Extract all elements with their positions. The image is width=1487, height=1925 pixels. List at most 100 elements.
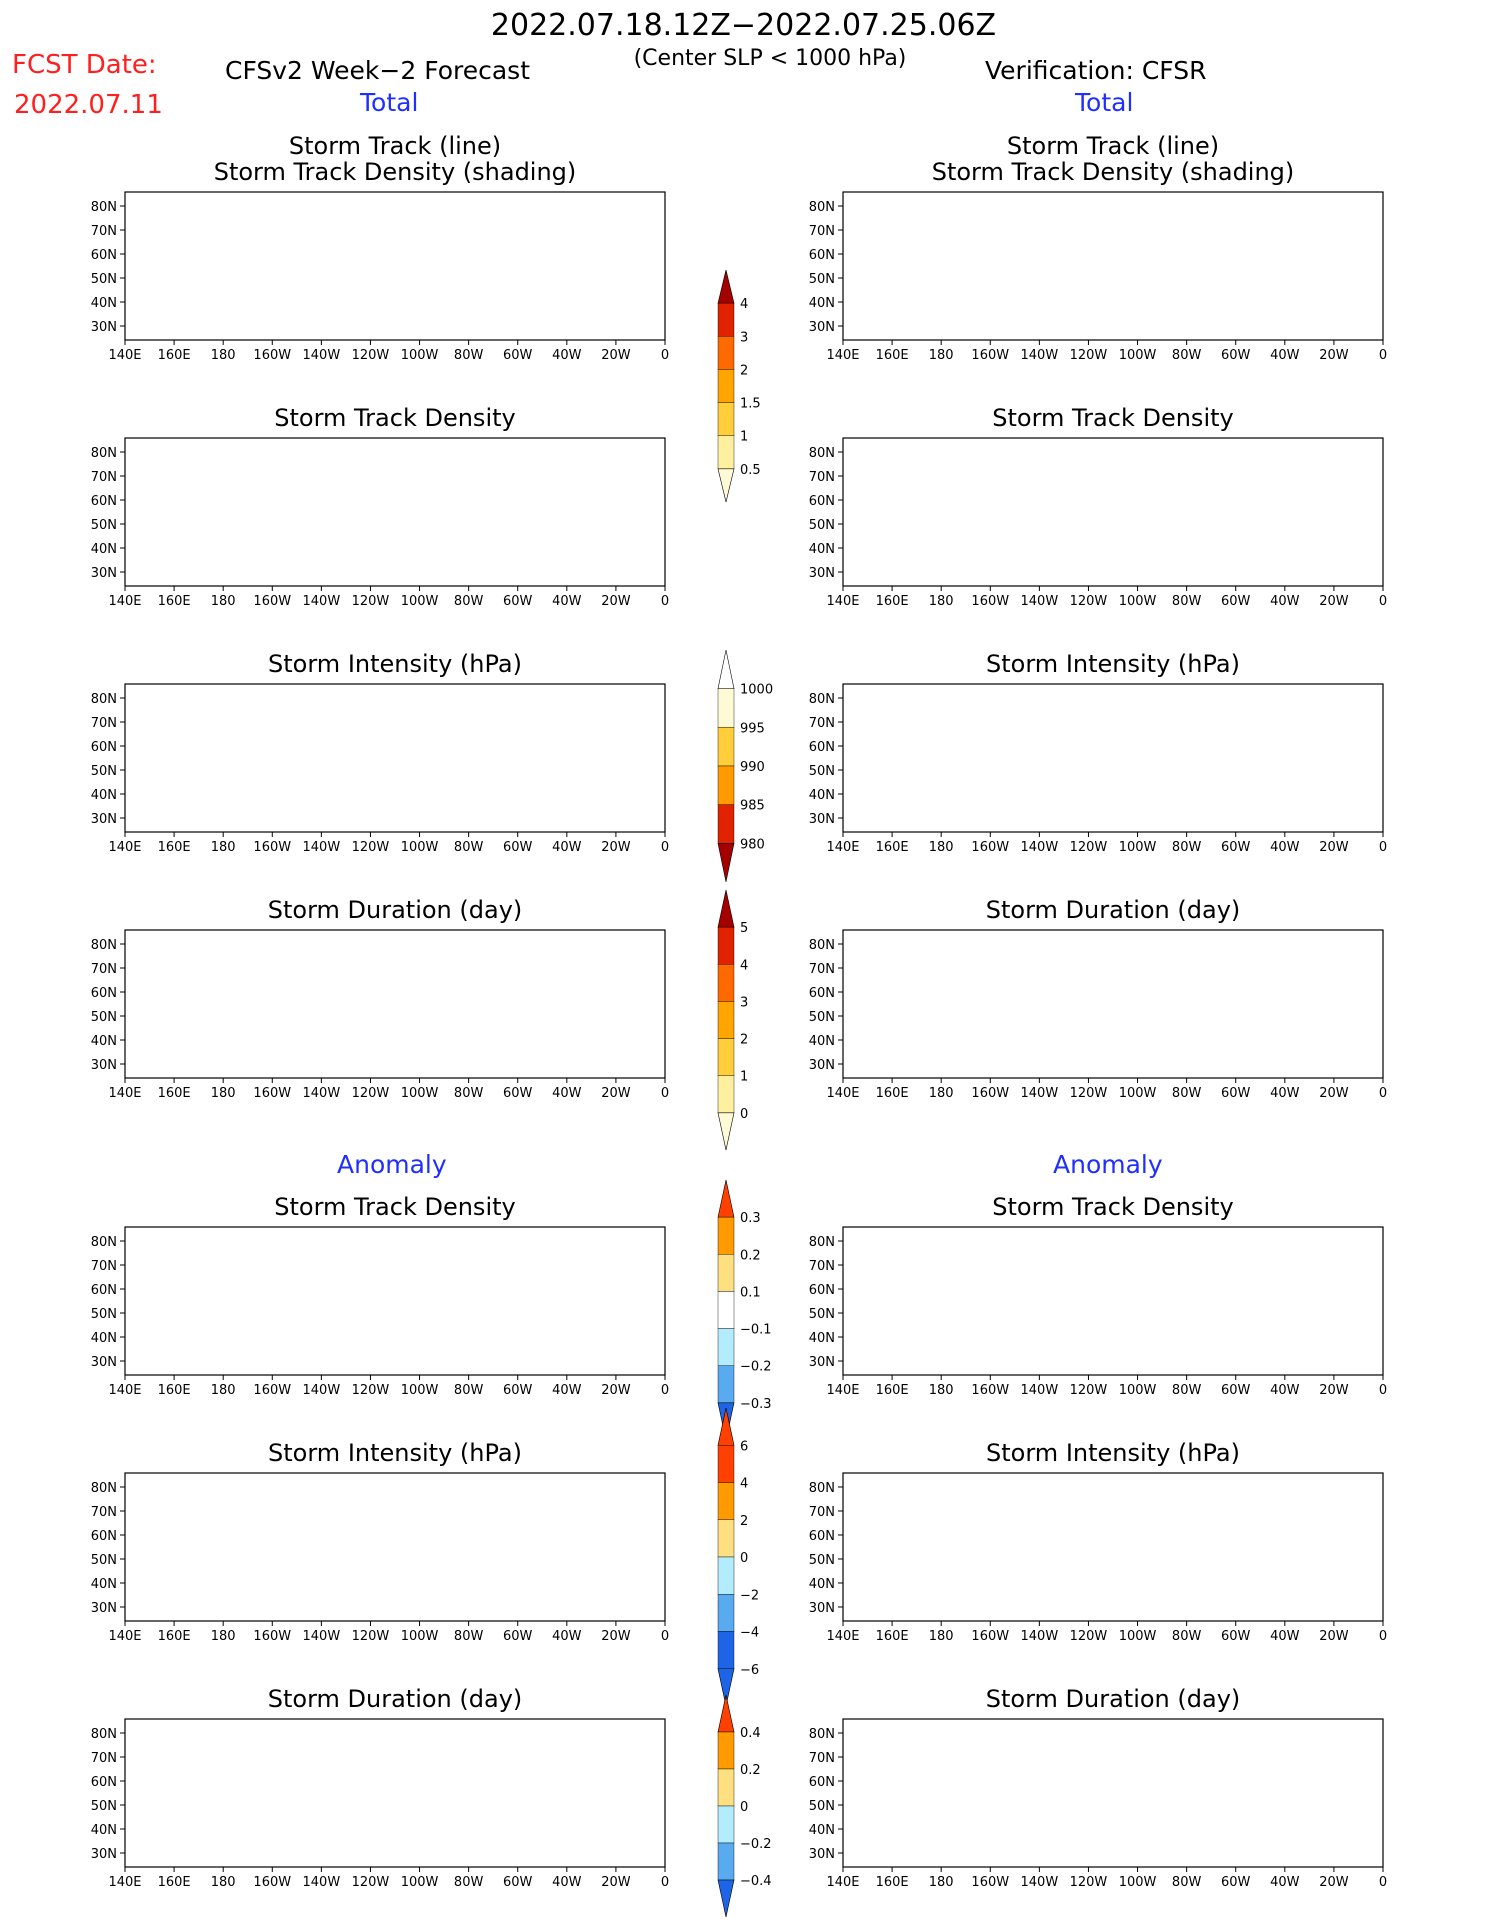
lon-label: 140W [303, 1875, 341, 1890]
lon-label: 100W [1119, 1629, 1157, 1644]
colorbar-segment [717, 1594, 735, 1632]
map-panel-R1: 80N 70N 60N 50N 40N 30N 140E 160E 180 160W 140W 120… [809, 191, 1387, 363]
lon-label: 160E [876, 1629, 909, 1644]
lon-label: 180 [929, 1383, 954, 1398]
map-background-R1 [843, 192, 1383, 340]
lon-label: 100W [1119, 1086, 1157, 1101]
lon-label: 100W [1119, 348, 1157, 363]
lon-label: 120W [1070, 1086, 1108, 1101]
lon-label: 180 [211, 1629, 236, 1644]
colorbar-density-anom: 0.3 0.2 0.1 −0.1 −0.2 −0.3 [717, 1179, 772, 1441]
colorbar-arrow-top [717, 889, 735, 928]
colorbar-arrow-bottom [717, 468, 735, 503]
lat-label: 40N [91, 788, 117, 803]
lat-label: 70N [809, 224, 835, 239]
map-frame-R5 [842, 1226, 1384, 1376]
lon-label: 140W [1021, 1086, 1059, 1101]
lat-label: 50N [91, 1553, 117, 1568]
colorbar-label: −0.2 [740, 1837, 772, 1852]
colorbar-label: 5 [740, 921, 748, 936]
colorbar-segment [717, 1328, 735, 1366]
colorbar-label: 0.3 [740, 1211, 761, 1226]
lon-label: 20W [601, 594, 631, 609]
panel-title-left-1a: Storm Track (line) [288, 132, 502, 160]
map-panel-L5: 80N 70N 60N 50N 40N 30N 140E 160E 180 160W 140W 120… [91, 1226, 669, 1398]
colorbar-label: 1 [740, 430, 748, 445]
lat-label: 80N [91, 938, 117, 953]
lat-label: 70N [91, 470, 117, 485]
lon-label: 0 [1379, 1875, 1387, 1890]
lon-label: 140E [108, 1383, 141, 1398]
colorbar-segment [717, 1291, 735, 1329]
lon-label: 160E [158, 348, 191, 363]
lon-label: 120W [352, 1086, 390, 1101]
lon-label: 160W [971, 1629, 1009, 1644]
map-panel-R4: 80N 70N 60N 50N 40N 30N 140E 160E 180 160W 140W 120… [809, 929, 1387, 1101]
colorbar-label: 4 [740, 297, 748, 312]
lon-label: 60W [1221, 1383, 1251, 1398]
colorbar-segment [717, 1445, 735, 1483]
map-frame-R3 [842, 683, 1384, 833]
colorbar-segment [717, 1631, 735, 1669]
lon-label: 160E [876, 840, 909, 855]
map-background-L7 [125, 1719, 665, 1867]
colorbar-segment [717, 1254, 735, 1292]
lat-label: 80N [91, 1481, 117, 1496]
colorbar-segment [717, 1001, 735, 1039]
lat-label: 60N [91, 986, 117, 1001]
lon-label: 140E [826, 1629, 859, 1644]
lon-label: 180 [929, 840, 954, 855]
colorbar-label: −0.4 [740, 1874, 772, 1889]
lat-label: 50N [809, 518, 835, 533]
map-background-R2 [843, 438, 1383, 586]
lat-label: 80N [809, 1481, 835, 1496]
lat-label: 50N [91, 1307, 117, 1322]
lon-label: 40W [1270, 594, 1300, 609]
lat-label: 70N [91, 716, 117, 731]
lon-label: 20W [1319, 1383, 1349, 1398]
lat-label: 60N [809, 1775, 835, 1790]
lon-label: 140E [826, 594, 859, 609]
lat-label: 50N [91, 272, 117, 287]
colorbar-label: 985 [740, 799, 765, 814]
lat-label: 80N [809, 1727, 835, 1742]
lat-label: 30N [809, 566, 835, 581]
lat-label: 70N [91, 224, 117, 239]
lon-label: 40W [552, 1875, 582, 1890]
colorbar-label: 990 [740, 760, 765, 775]
lat-label: 50N [809, 1799, 835, 1814]
colorbar-label: 0.2 [740, 1248, 761, 1263]
colorbar-label: 2 [740, 363, 748, 378]
lon-label: 160W [971, 1383, 1009, 1398]
lon-label: 160W [253, 1383, 291, 1398]
lat-label: 30N [809, 812, 835, 827]
lon-label: 140E [826, 1875, 859, 1890]
colorbar-label: 1 [740, 1070, 748, 1085]
colorbar-intensity-total: 1000 995 990 985 980 [717, 649, 773, 883]
lon-label: 160E [876, 348, 909, 363]
map-frame-L3 [124, 683, 666, 833]
lon-label: 140W [303, 840, 341, 855]
lat-label: 70N [91, 1259, 117, 1274]
lon-label: 180 [929, 1629, 954, 1644]
lon-label: 160E [158, 1875, 191, 1890]
lon-label: 140E [108, 1086, 141, 1101]
map-frame-L4 [124, 929, 666, 1079]
lon-label: 140W [303, 348, 341, 363]
colorbar-label: 1000 [740, 683, 773, 698]
lat-label: 60N [91, 1283, 117, 1298]
colorbar-segment [717, 804, 735, 844]
lon-label: 160W [971, 1875, 1009, 1890]
lon-label: 160E [158, 1086, 191, 1101]
lon-label: 20W [1319, 1086, 1349, 1101]
lat-label: 60N [91, 248, 117, 263]
colorbar-label: −2 [740, 1588, 759, 1603]
lon-label: 0 [1379, 348, 1387, 363]
lon-label: 60W [1221, 1086, 1251, 1101]
lon-label: 180 [211, 1086, 236, 1101]
lat-label: 70N [91, 962, 117, 977]
lon-label: 140W [1021, 1629, 1059, 1644]
map-frame-L2 [124, 437, 666, 587]
lon-label: 120W [1070, 1383, 1108, 1398]
